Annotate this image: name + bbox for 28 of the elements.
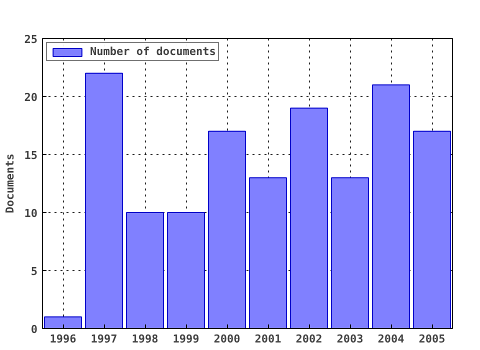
bar — [249, 177, 287, 328]
bar — [44, 316, 82, 328]
x-tick-label: 2004 — [378, 332, 405, 346]
bar — [331, 177, 369, 328]
y-tick-label: 20 — [24, 91, 38, 104]
x-tick-label: 1999 — [172, 332, 200, 346]
y-tick-label: 0 — [30, 323, 38, 336]
bar — [290, 108, 328, 328]
legend-label: Number of documents — [90, 45, 216, 58]
x-tick-label: 2002 — [296, 332, 322, 346]
y-tick-label: 5 — [30, 265, 38, 278]
x-tick-label: 2001 — [254, 332, 282, 346]
y-tick-label: 25 — [24, 33, 38, 46]
bar — [126, 212, 164, 328]
bar — [208, 130, 246, 328]
x-tick-label: 2005 — [418, 332, 446, 346]
bar — [167, 212, 205, 328]
y-axis-title: Documents — [3, 154, 16, 214]
y-tick-label: 15 — [24, 149, 38, 162]
x-tick-label: 1996 — [50, 332, 77, 346]
x-tick-label: 2000 — [214, 332, 240, 346]
bar — [413, 130, 451, 328]
y-tick-label: 10 — [24, 207, 38, 220]
x-tick-label: 1998 — [132, 332, 158, 346]
bar — [372, 84, 410, 328]
x-tick-label: 1997 — [90, 332, 118, 346]
x-tick-label: 2003 — [336, 332, 364, 346]
bar — [85, 72, 123, 328]
